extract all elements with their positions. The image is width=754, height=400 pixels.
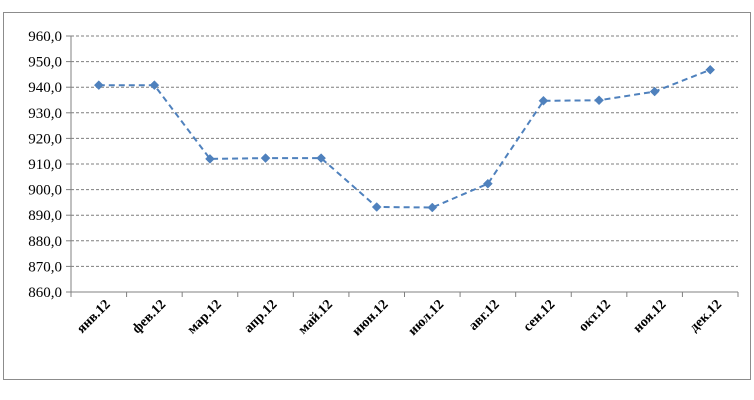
y-tick-label: 910,0 bbox=[28, 157, 62, 173]
y-tick-label: 860,0 bbox=[28, 285, 62, 301]
y-tick-label: 900,0 bbox=[28, 183, 62, 199]
x-tick-label: фев.12 bbox=[130, 297, 170, 337]
data-point-marker bbox=[594, 95, 604, 106]
data-point-marker bbox=[649, 86, 660, 97]
x-tick-label: май.12 bbox=[296, 297, 336, 337]
x-tick-labels: янв.12 фев.12 мар.12 апр.12 май.12 июн.12 июл.… bbox=[74, 297, 725, 339]
x-tick-label: дек.12 bbox=[687, 297, 725, 335]
x-tick-label: ноя.12 bbox=[631, 297, 670, 336]
data-point-marker bbox=[705, 64, 716, 75]
data-point-marker bbox=[149, 80, 160, 91]
y-tick-label: 960,0 bbox=[28, 29, 62, 45]
x-tick-label: авг.12 bbox=[466, 297, 503, 334]
x-tick-label: окт.12 bbox=[576, 297, 614, 335]
data-point-marker bbox=[316, 153, 326, 163]
y-tick-label: 930,0 bbox=[28, 106, 62, 122]
data-point-marker bbox=[93, 80, 104, 91]
data-point-marker bbox=[483, 178, 493, 189]
x-tick-label: июн.12 bbox=[350, 297, 392, 339]
y-tick-label: 950,0 bbox=[28, 55, 62, 71]
series-group bbox=[93, 64, 716, 213]
chart-frame bbox=[3, 12, 751, 380]
data-point-marker bbox=[427, 202, 438, 213]
x-tick-label: сен.12 bbox=[521, 297, 559, 335]
y-tick-label: 890,0 bbox=[28, 208, 62, 224]
data-point-marker bbox=[371, 202, 382, 212]
y-tick-label: 880,0 bbox=[28, 234, 62, 250]
data-point-marker bbox=[205, 154, 215, 164]
y-tick-label: 920,0 bbox=[28, 131, 62, 147]
x-tick-label: янв.12 bbox=[74, 297, 113, 336]
data-point-marker bbox=[538, 95, 549, 106]
gridlines bbox=[71, 35, 738, 267]
y-tick-label: 870,0 bbox=[28, 259, 62, 275]
y-tick-label: 940,0 bbox=[28, 80, 62, 96]
x-tick-label: июл.12 bbox=[406, 297, 448, 339]
x-tick-label: апр.12 bbox=[241, 297, 280, 336]
x-tick-label: мар.12 bbox=[185, 297, 225, 337]
data-point-marker bbox=[260, 153, 271, 163]
axes bbox=[66, 35, 739, 297]
series-line bbox=[98, 68, 711, 209]
y-tick-labels: 860,0 870,0 880,0 890,0 900,0 910,0 920,0 930,0… bbox=[28, 29, 62, 301]
